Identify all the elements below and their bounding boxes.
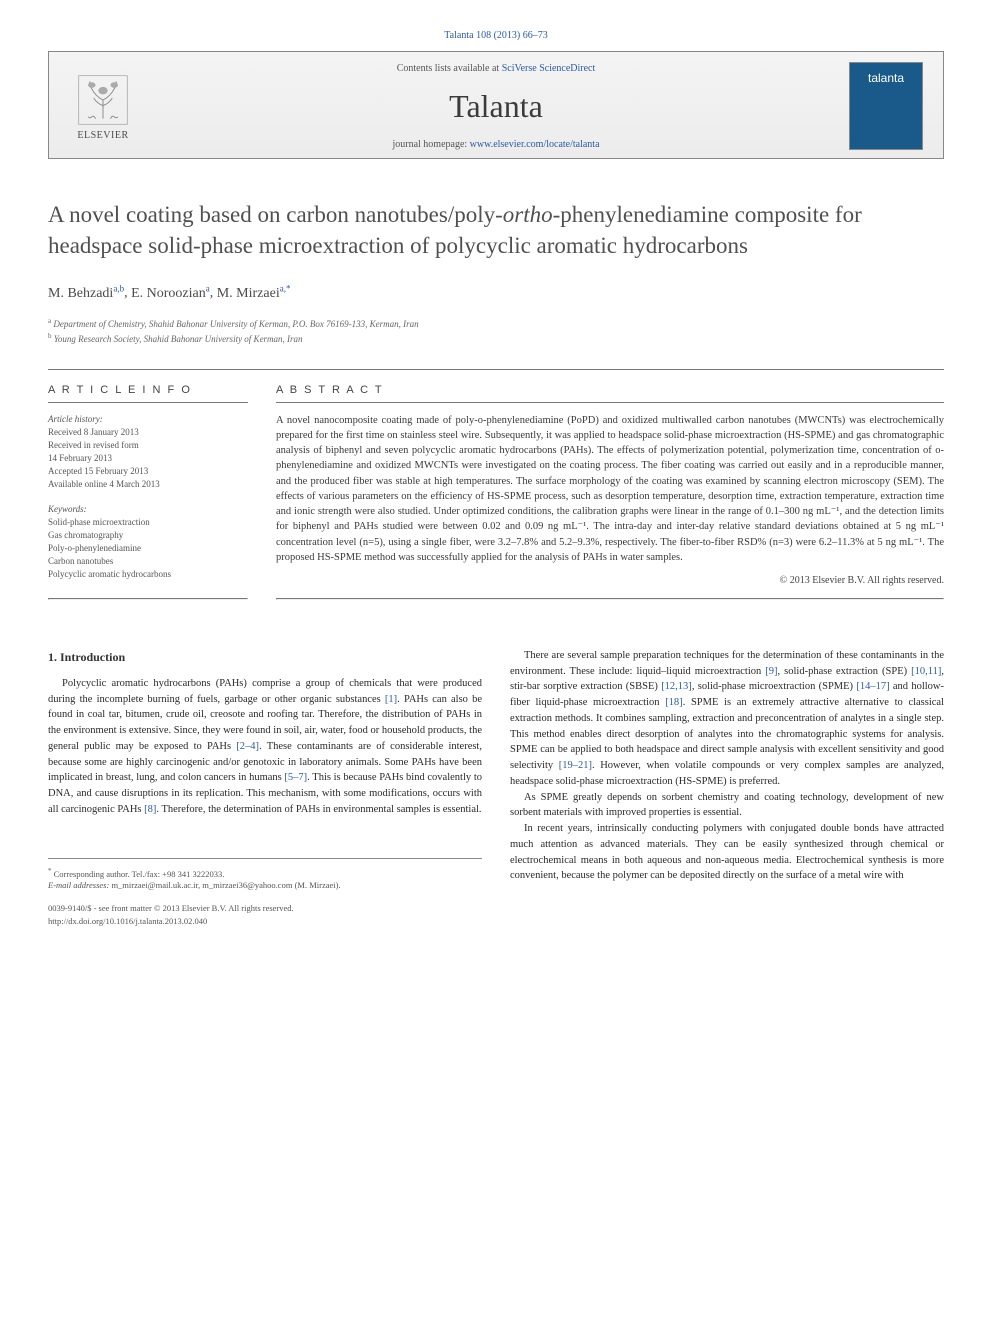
email-label: E-mail addresses: [48, 880, 109, 890]
history-line: 14 February 2013 [48, 452, 248, 465]
corresponding-line: Corresponding author. Tel./fax: +98 341 … [54, 869, 225, 879]
affiliation: b Young Research Society, Shahid Bahonar… [48, 331, 944, 347]
author[interactable]: E. Norooziana [131, 286, 210, 301]
affiliation: a Department of Chemistry, Shahid Bahona… [48, 316, 944, 332]
body-paragraph: There are several sample preparation tec… [510, 648, 944, 790]
publisher-logo[interactable]: ELSEVIER [63, 72, 143, 141]
article-info-heading: A R T I C L E I N F O [48, 376, 248, 403]
abstract-column: A B S T R A C T A novel nanocomposite co… [276, 376, 944, 586]
corresponding-author-footer: * Corresponding author. Tel./fax: +98 34… [48, 858, 482, 893]
article-title: A novel coating based on carbon nanotube… [48, 199, 944, 261]
email-addresses[interactable]: m_mirzaei@mail.uk.ac.ir, m_mirzaei36@yah… [111, 880, 292, 890]
article-body: 1. Introduction Polycyclic aromatic hydr… [48, 648, 944, 928]
article-info-column: A R T I C L E I N F O Article history: R… [48, 376, 248, 586]
sciencedirect-link[interactable]: SciVerse ScienceDirect [502, 63, 596, 74]
body-paragraph: Polycyclic aromatic hydrocarbons (PAHs) … [48, 676, 482, 818]
citation-volpages: 108 (2013) 66–73 [476, 30, 548, 41]
abstract-copyright: © 2013 Elsevier B.V. All rights reserved… [276, 575, 944, 586]
keyword: Solid-phase microextraction [48, 516, 248, 529]
history-line: Available online 4 March 2013 [48, 478, 248, 491]
author[interactable]: M. Mirzaeia,* [217, 286, 291, 301]
citation-line: Talanta 108 (2013) 66–73 [48, 30, 944, 41]
elsevier-tree-icon [75, 72, 131, 128]
keyword: Carbon nanotubes [48, 555, 248, 568]
citation-journal: Talanta [444, 30, 473, 41]
divider [48, 369, 944, 370]
keywords-label: Keywords: [48, 503, 248, 516]
homepage-line: journal homepage: www.elsevier.com/locat… [157, 139, 835, 150]
keyword: Gas chromatography [48, 529, 248, 542]
doi-link[interactable]: http://dx.doi.org/10.1016/j.talanta.2013… [48, 915, 482, 928]
journal-homepage-link[interactable]: www.elsevier.com/locate/talanta [470, 139, 600, 150]
section-heading: 1. Introduction [48, 648, 482, 666]
history-line: Received in revised form [48, 439, 248, 452]
abstract-text: A novel nanocomposite coating made of po… [276, 403, 944, 565]
author-list: M. Behzadia,b, E. Norooziana, M. Mirzaei… [48, 283, 944, 302]
journal-cover-thumbnail[interactable]: talanta [849, 62, 923, 150]
masthead-box: ELSEVIER Contents lists available at Sci… [48, 51, 944, 159]
publisher-name: ELSEVIER [77, 130, 128, 141]
front-matter-line: 0039-9140/$ - see front matter © 2013 El… [48, 902, 482, 915]
journal-title: Talanta [157, 88, 835, 125]
contents-available-line: Contents lists available at SciVerse Sci… [157, 63, 835, 74]
journal-header-center: Contents lists available at SciVerse Sci… [157, 63, 835, 150]
doi-block: 0039-9140/$ - see front matter © 2013 El… [48, 902, 482, 928]
body-paragraph: In recent years, intrinsically conductin… [510, 821, 944, 884]
history-label: Article history: [48, 413, 248, 426]
info-abstract-block: A R T I C L E I N F O Article history: R… [48, 376, 944, 586]
divider [48, 598, 248, 600]
history-line: Accepted 15 February 2013 [48, 465, 248, 478]
author[interactable]: M. Behzadia,b [48, 286, 124, 301]
keyword: Polycyclic aromatic hydrocarbons [48, 568, 248, 581]
history-line: Received 8 January 2013 [48, 426, 248, 439]
keyword: Poly-o-phenylenediamine [48, 542, 248, 555]
body-paragraph: As SPME greatly depends on sorbent chemi… [510, 790, 944, 822]
divider [276, 598, 944, 600]
abstract-heading: A B S T R A C T [276, 376, 944, 403]
affiliations: a Department of Chemistry, Shahid Bahona… [48, 316, 944, 347]
cover-label: talanta [868, 71, 904, 85]
